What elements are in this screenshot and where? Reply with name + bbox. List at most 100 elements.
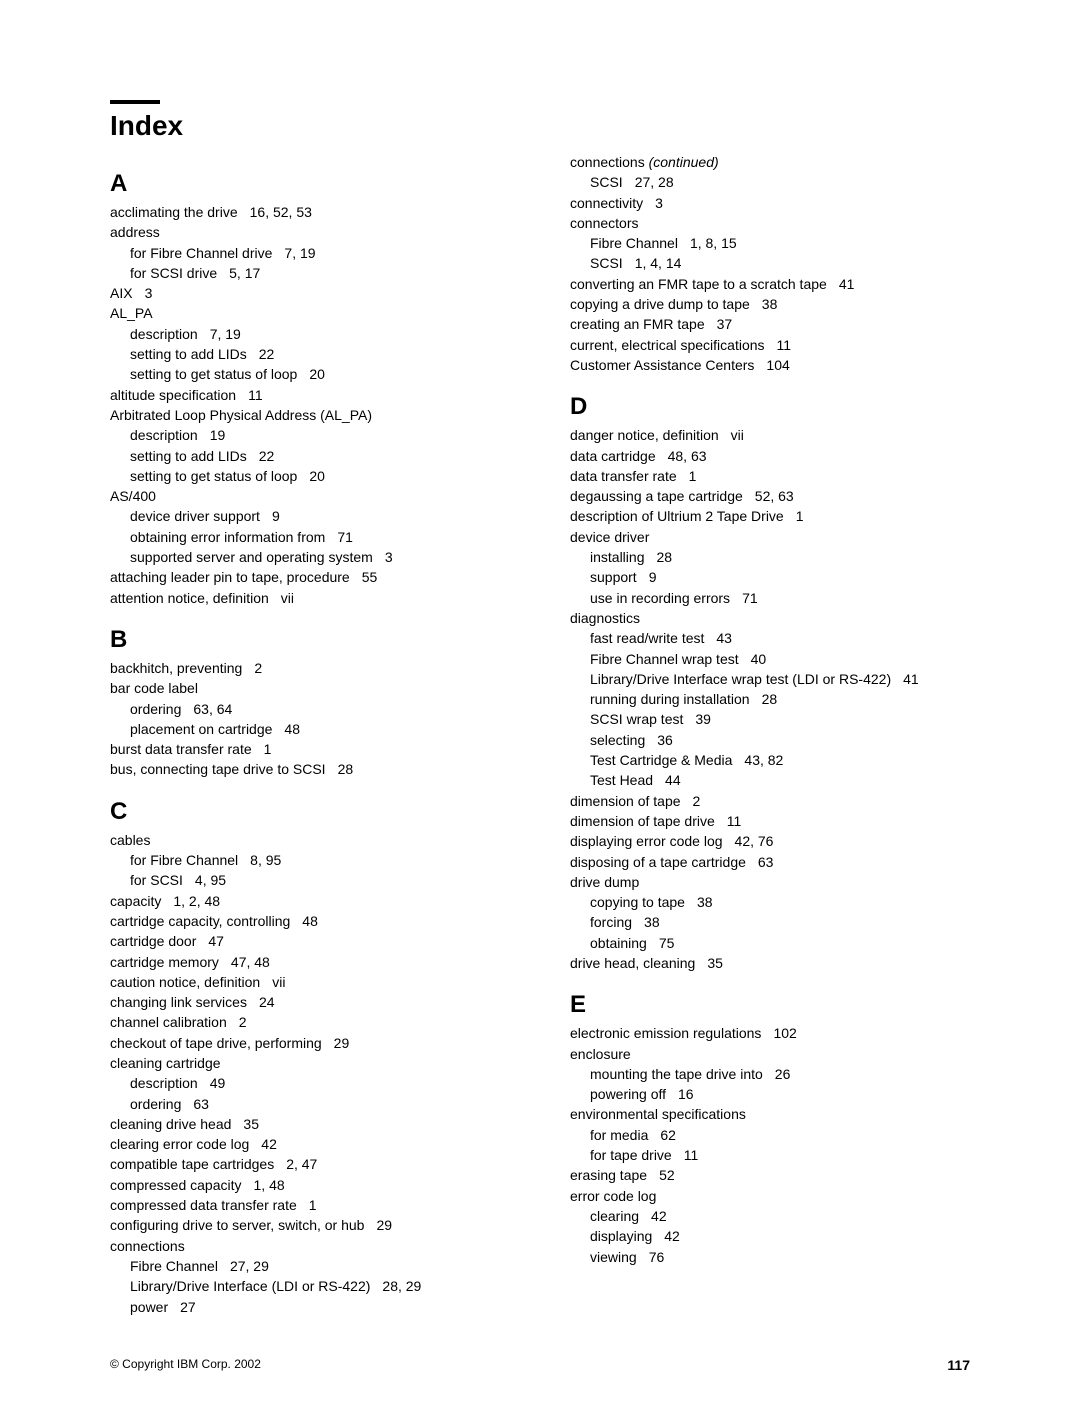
index-entry: AIX3 xyxy=(110,283,510,303)
entry-pages: 8, 95 xyxy=(250,852,281,868)
index-entry: description of Ultrium 2 Tape Drive1 xyxy=(570,506,970,526)
index-entry: SCSI27, 28 xyxy=(570,172,970,192)
index-entry: cleaning cartridge xyxy=(110,1053,510,1073)
entry-pages: 1 xyxy=(309,1197,317,1213)
index-entry: drive dump xyxy=(570,872,970,892)
index-entry: bus, connecting tape drive to SCSI28 xyxy=(110,759,510,779)
entry-pages: 63 xyxy=(193,1096,209,1112)
index-entry: danger notice, definitionvii xyxy=(570,425,970,445)
entry-pages: 11 xyxy=(248,387,263,403)
entry-term: capacity xyxy=(110,893,161,909)
entry-term: AIX xyxy=(110,285,133,301)
index-entry: ordering63 xyxy=(110,1094,510,1114)
index-entry: degaussing a tape cartridge52, 63 xyxy=(570,486,970,506)
index-entry: fast read/write test43 xyxy=(570,628,970,648)
index-entry: SCSI wrap test39 xyxy=(570,709,970,729)
index-entry: Library/Drive Interface wrap test (LDI o… xyxy=(570,669,970,689)
entry-pages: 9 xyxy=(272,508,280,524)
entry-pages: 22 xyxy=(259,346,275,362)
index-entry: setting to add LIDs 22 xyxy=(110,344,510,364)
entry-pages: 47 xyxy=(208,933,224,949)
index-entry: clearing error code log42 xyxy=(110,1134,510,1154)
entry-pages: 1, 4, 14 xyxy=(635,255,682,271)
entry-term: installing xyxy=(590,549,644,565)
index-entry: installing28 xyxy=(570,547,970,567)
index-entry: Fibre Channel27, 29 xyxy=(110,1256,510,1276)
entry-pages: 29 xyxy=(334,1035,350,1051)
index-columns: Aacclimating the drive16, 52, 53addressf… xyxy=(110,152,970,1317)
page-footer: © Copyright IBM Corp. 2002 117 xyxy=(110,1357,970,1373)
entry-pages: 3 xyxy=(385,549,393,565)
index-entry: use in recording errors71 xyxy=(570,588,970,608)
index-entry: setting to get status of loop20 xyxy=(110,364,510,384)
entry-term: drive dump xyxy=(570,874,639,890)
entry-pages: 20 xyxy=(309,468,325,484)
entry-term: for SCSI xyxy=(130,872,183,888)
entry-pages: 35 xyxy=(243,1116,259,1132)
entry-pages: vii xyxy=(731,427,744,443)
index-entry: placement on cartridge48 xyxy=(110,719,510,739)
index-entry: current, electrical specifications 11 xyxy=(570,335,970,355)
entry-term: attention notice, definition xyxy=(110,590,269,606)
entry-term: Fibre Channel xyxy=(130,1258,218,1274)
entry-term: AS/400 xyxy=(110,488,156,504)
page-number: 117 xyxy=(947,1357,970,1373)
entry-term: current, electrical specifications xyxy=(570,337,765,353)
entry-term: Customer Assistance Centers xyxy=(570,357,754,373)
entry-pages: 11 xyxy=(777,337,792,353)
copyright-text: © Copyright IBM Corp. 2002 xyxy=(110,1357,261,1373)
index-entry: device driver xyxy=(570,527,970,547)
index-entry: bar code label xyxy=(110,678,510,698)
index-entry: changing link services24 xyxy=(110,992,510,1012)
index-entry: compressed capacity 1, 48 xyxy=(110,1175,510,1195)
entry-term: description xyxy=(130,1075,198,1091)
index-entry: viewing76 xyxy=(570,1247,970,1267)
index-entry: erasing tape52 xyxy=(570,1165,970,1185)
index-entry: creating an FMR tape37 xyxy=(570,314,970,334)
index-entry: Test Cartridge & Media43, 82 xyxy=(570,750,970,770)
entry-term: SCSI wrap test xyxy=(590,711,683,727)
entry-pages: 9 xyxy=(649,569,657,585)
entry-term: Fibre Channel wrap test xyxy=(590,651,739,667)
index-entry: disposing of a tape cartridge63 xyxy=(570,852,970,872)
index-entry: mounting the tape drive into26 xyxy=(570,1064,970,1084)
title-rule xyxy=(110,100,160,104)
index-entry: AS/400 xyxy=(110,486,510,506)
index-entry: ordering63, 64 xyxy=(110,699,510,719)
index-entry: Library/Drive Interface (LDI or RS-422)2… xyxy=(110,1276,510,1296)
index-letter: D xyxy=(570,393,970,421)
index-entry: AL_PA xyxy=(110,303,510,323)
entry-pages: 19 xyxy=(210,427,226,443)
entry-pages: 42, 76 xyxy=(735,833,774,849)
entry-pages: 41 xyxy=(903,671,919,687)
entry-term: ordering xyxy=(130,701,181,717)
index-entry: address xyxy=(110,222,510,242)
entry-pages: 104 xyxy=(766,357,789,373)
index-letter: B xyxy=(110,626,510,654)
entry-pages: 16 xyxy=(678,1086,694,1102)
entry-pages: 11 xyxy=(684,1147,699,1163)
entry-pages: 75 xyxy=(659,935,675,951)
index-entry: clearing42 xyxy=(570,1206,970,1226)
entry-pages: 2 xyxy=(693,793,701,809)
entry-pages: 52, 63 xyxy=(755,488,794,504)
index-entry: for SCSI 4, 95 xyxy=(110,870,510,890)
entry-term: burst data transfer rate xyxy=(110,741,252,757)
entry-term: clearing error code log xyxy=(110,1136,249,1152)
entry-pages: 38 xyxy=(697,894,713,910)
entry-pages: 1, 48 xyxy=(254,1177,285,1193)
index-entry: description49 xyxy=(110,1073,510,1093)
entry-term: obtaining xyxy=(590,935,647,951)
entry-pages: 4, 95 xyxy=(195,872,226,888)
index-entry: forcing38 xyxy=(570,912,970,932)
index-entry: for Fibre Channel drive7, 19 xyxy=(110,243,510,263)
entry-term: compressed capacity xyxy=(110,1177,242,1193)
entry-pages: vii xyxy=(281,590,294,606)
entry-pages: 28, 29 xyxy=(382,1278,421,1294)
entry-pages: 2 xyxy=(254,660,262,676)
entry-pages: 43 xyxy=(716,630,732,646)
entry-term: for Fibre Channel xyxy=(130,852,238,868)
entry-term: electronic emission regulations xyxy=(570,1025,761,1041)
entry-term: setting to add LIDs xyxy=(130,346,247,362)
entry-term: dimension of tape xyxy=(570,793,681,809)
